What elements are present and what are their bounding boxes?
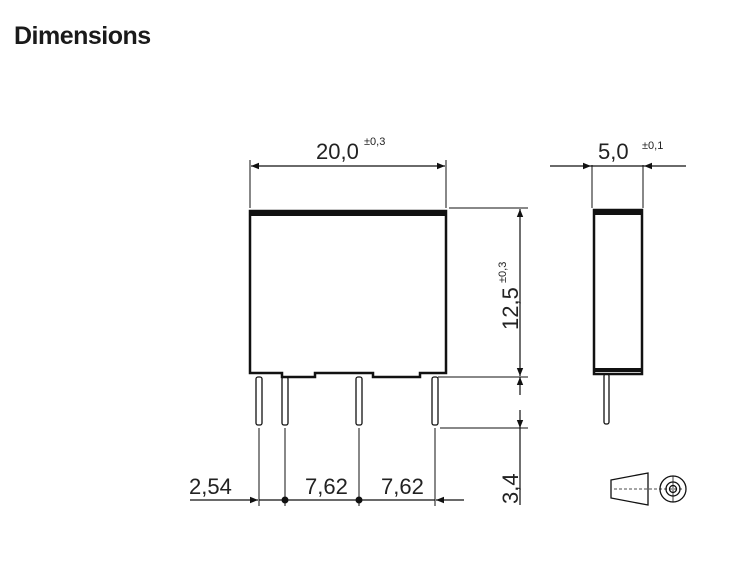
height-tolerance: ±0,3 [497,262,509,283]
height-value: 12,5 [498,287,523,330]
pin-4 [431,376,439,426]
relay-body-side [592,208,644,376]
pin-pitch-1-value: 7,62 [305,474,348,499]
side-view [550,162,686,425]
front-view [190,160,528,506]
projection-symbol-icon [610,472,687,506]
pin-2 [281,376,289,426]
pins [255,376,439,426]
pin-3 [355,376,363,426]
pitch-dot-2 [355,496,363,504]
pin-1 [255,376,263,426]
pin-side [603,373,610,425]
pin-offset-value: 2,54 [189,474,232,499]
pin-length-value: 3,4 [498,473,523,504]
page-title: Dimensions [14,22,151,50]
relay-body-front [248,209,448,379]
width-value: 20,0 [316,139,359,164]
pitch-dot-1 [281,496,289,504]
depth-value: 5,0 [598,139,629,164]
width-tolerance: ±0,3 [364,136,385,148]
pin-pitch-2-value: 7,62 [381,474,424,499]
depth-tolerance: ±0,1 [642,140,663,152]
